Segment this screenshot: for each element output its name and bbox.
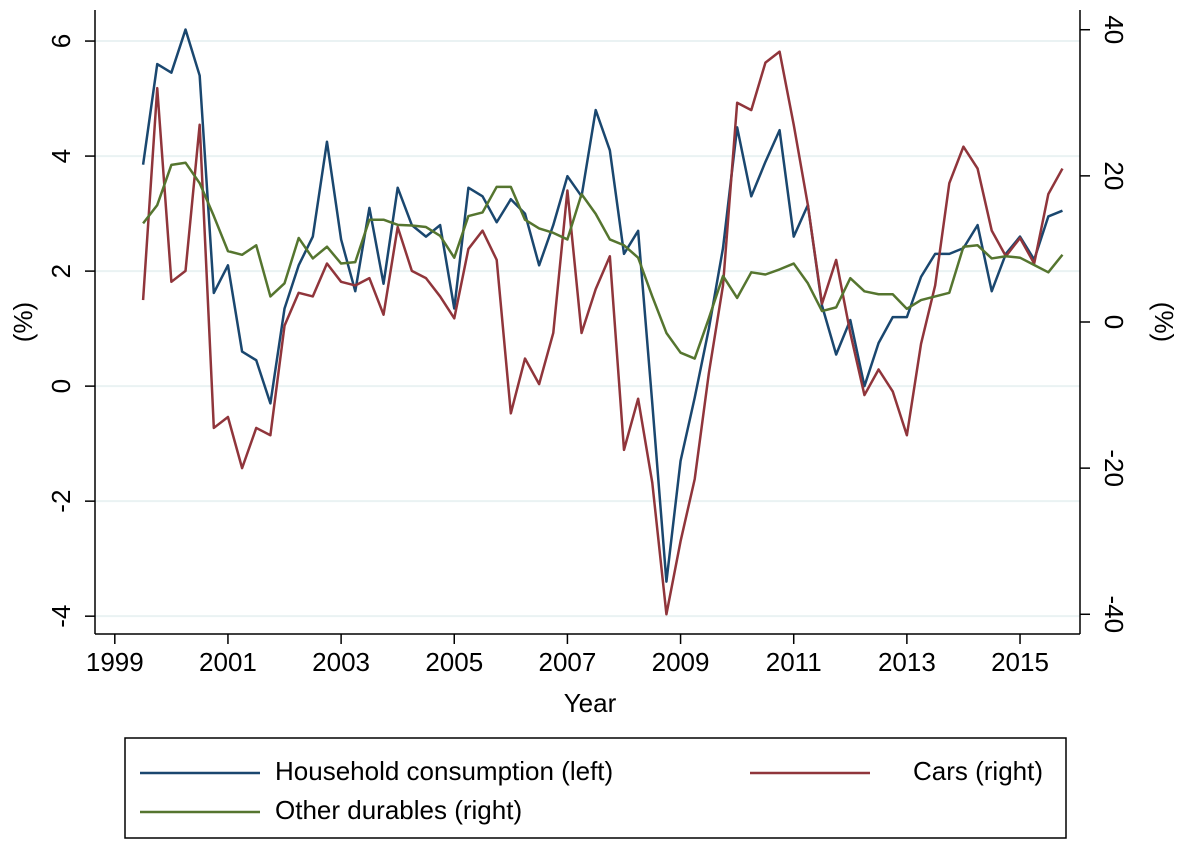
series-line — [142, 161, 1064, 360]
y-tick-label: 4 — [46, 149, 76, 163]
y2-tick-label: 40 — [1099, 15, 1129, 44]
series-line — [141, 50, 1064, 616]
y-tick-label: -4 — [46, 605, 76, 628]
x-tick-label: 2015 — [991, 647, 1049, 677]
y-tick-label: 2 — [46, 264, 76, 278]
x-tick-label: 2013 — [878, 647, 936, 677]
legend-box — [124, 737, 1067, 839]
x-axis-title: Year — [564, 688, 617, 718]
legend-label: Cars (right) — [913, 756, 1043, 786]
x-tick-label: 2007 — [538, 647, 596, 677]
y2-tick-label: -40 — [1099, 595, 1129, 633]
x-tick-label: 2011 — [766, 647, 822, 677]
x-tick-label: 2003 — [312, 647, 370, 677]
x-tick-label: 1999 — [86, 647, 144, 677]
y-tick-label: -2 — [46, 490, 76, 513]
legend-label: Household consumption (left) — [275, 756, 613, 786]
y2-tick-label: 0 — [1099, 315, 1129, 329]
y2-tick-label: -20 — [1099, 449, 1129, 487]
y-tick-label: 6 — [46, 34, 76, 48]
y-axis-title: (%) — [8, 302, 38, 342]
y2-axis-title: (%) — [1149, 302, 1179, 342]
x-tick-label: 2005 — [425, 647, 483, 677]
series-line — [141, 28, 1063, 583]
y2-tick-label: 20 — [1099, 161, 1129, 190]
y-tick-label: 0 — [46, 379, 76, 393]
x-tick-label: 2001 — [199, 647, 257, 677]
legend-label: Other durables (right) — [275, 795, 522, 825]
x-tick-label: 2009 — [652, 647, 710, 677]
